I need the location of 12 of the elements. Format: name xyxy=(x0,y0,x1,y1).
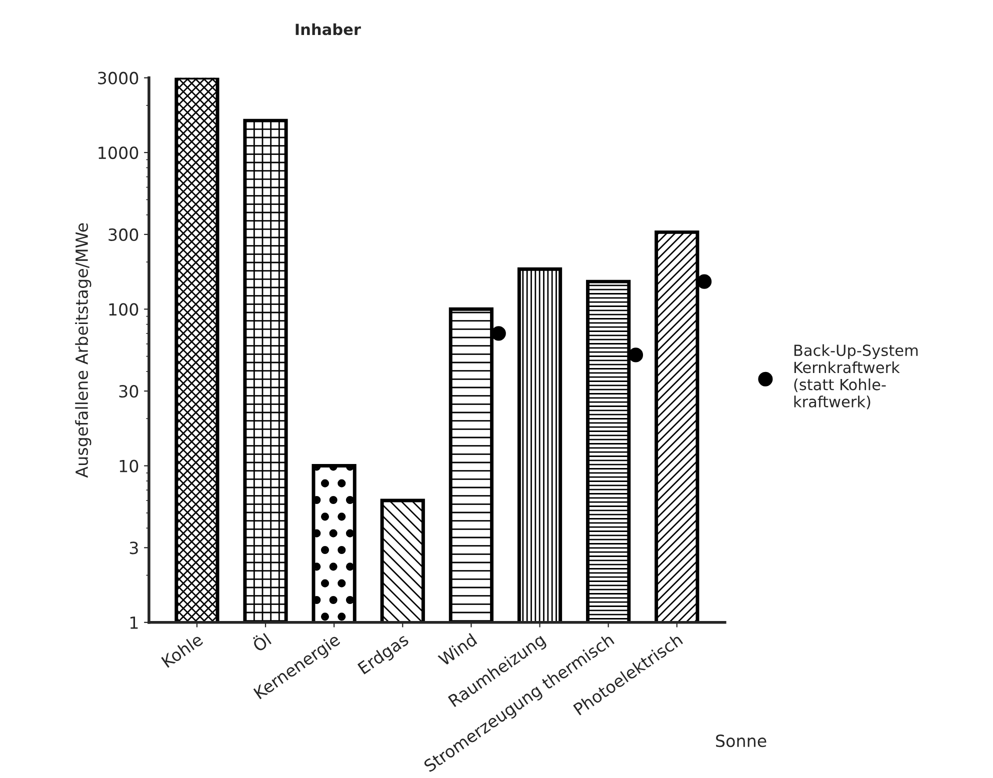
chart-title: Inhaber xyxy=(296,23,361,36)
y-tick-label: 3 xyxy=(130,542,138,554)
legend-label: Back-Up-System Kernkraftwerk (statt Kohle- kraftwerk) xyxy=(794,344,918,410)
y-tick-label: 300 xyxy=(108,228,138,241)
y-tick-label: 1000 xyxy=(98,146,138,160)
y-tick-label: 10 xyxy=(120,460,138,472)
y-axis-title: Ausgefallene Arbeitstage/MWe xyxy=(75,223,92,478)
y-tick-label: 100 xyxy=(109,303,138,316)
y-tick-label: 3000 xyxy=(98,72,138,84)
y-tick-label: 30 xyxy=(119,385,138,398)
y-tick-label: 1 xyxy=(130,616,138,629)
text: Sonne xyxy=(716,734,766,748)
